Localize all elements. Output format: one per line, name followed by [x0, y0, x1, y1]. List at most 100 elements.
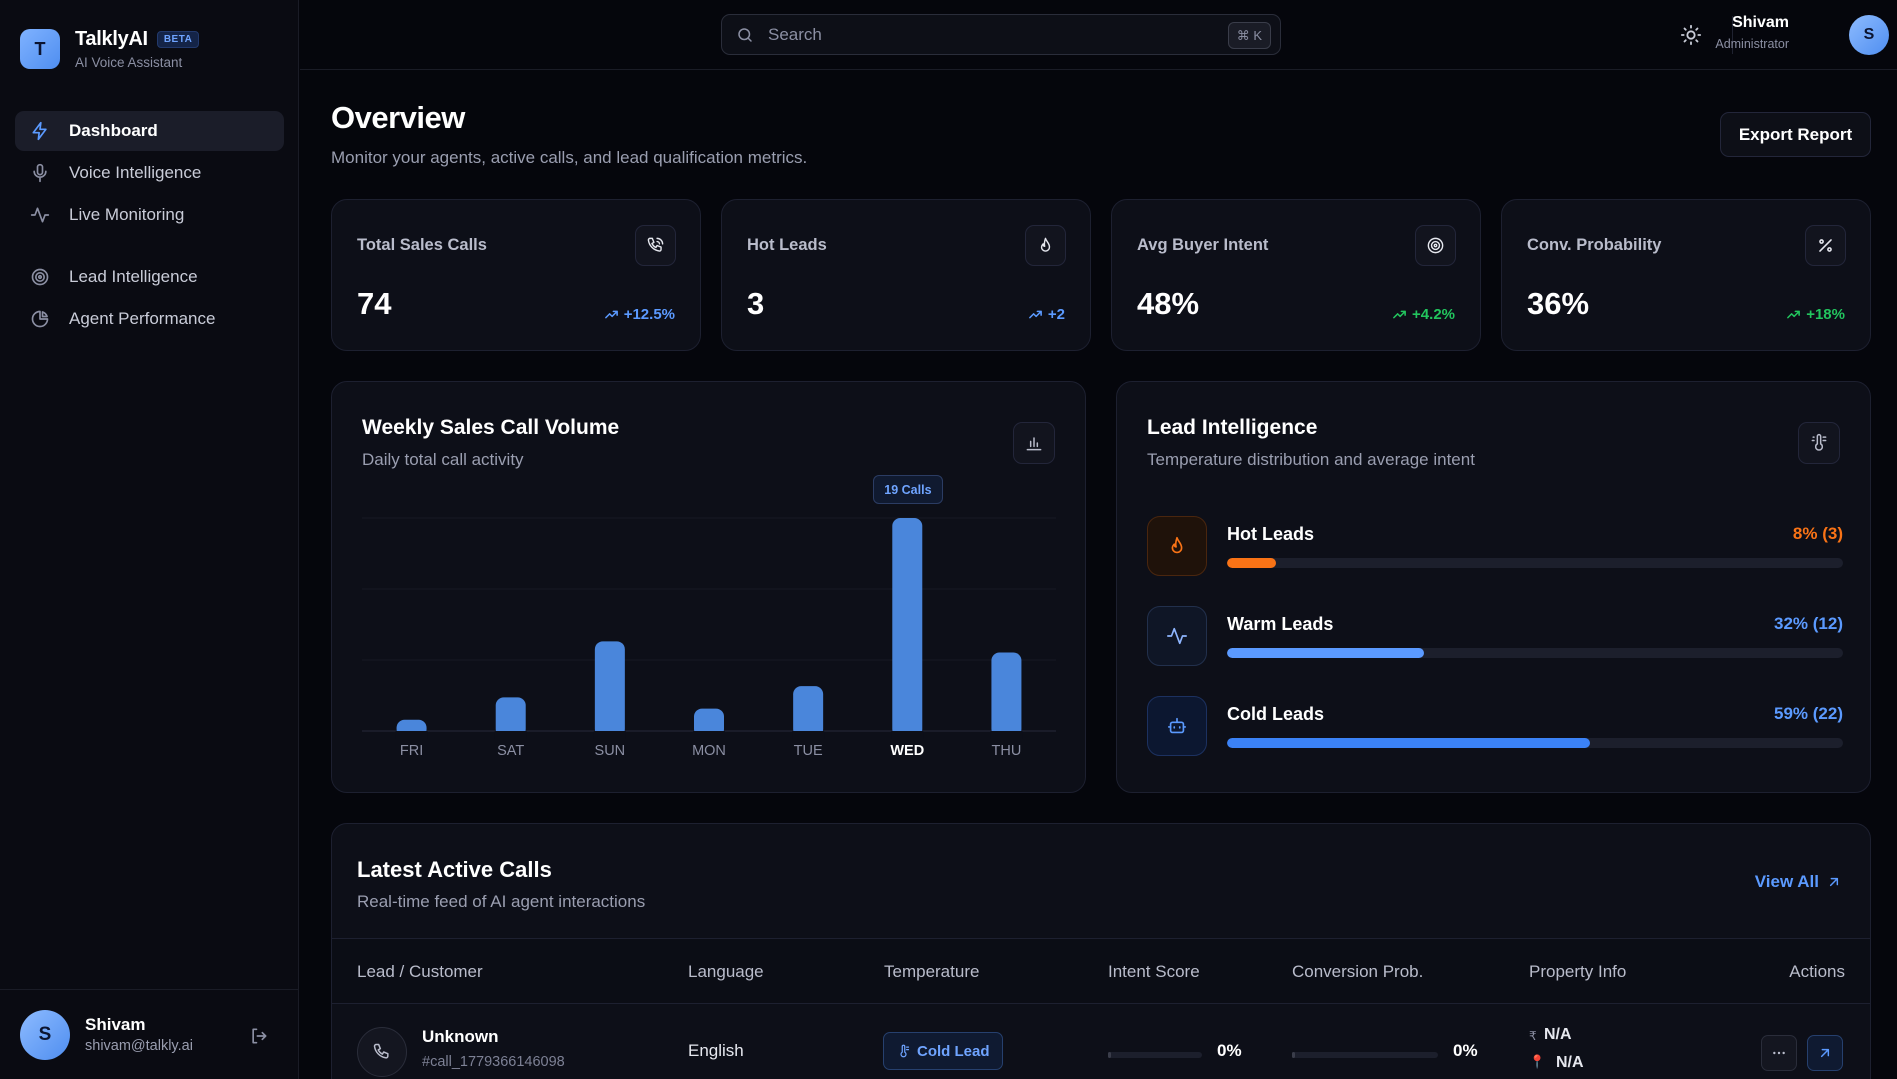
stat-value: 36% — [1527, 286, 1590, 321]
search-bar[interactable]: ⌘ K — [721, 14, 1281, 55]
sidebar-item-dashboard[interactable]: Dashboard — [15, 111, 284, 151]
stat-value: 74 — [357, 286, 392, 321]
sidebar-item-label: Live Monitoring — [69, 205, 185, 224]
bolt-icon — [30, 121, 50, 141]
sidebar-item-label: Voice Intelligence — [69, 163, 202, 182]
lead-intel-subtitle: Temperature distribution and average int… — [1147, 450, 1475, 469]
avatar[interactable]: S — [20, 1009, 70, 1060]
property-price: N/A — [1544, 1026, 1572, 1043]
percent-icon — [1805, 225, 1846, 266]
flame-icon — [1025, 225, 1066, 266]
sidebar-item-agent-performance[interactable]: Agent Performance — [15, 299, 284, 339]
lead-progress-track — [1227, 648, 1843, 658]
header-user-name: Shivam — [1732, 14, 1789, 31]
chart-x-label: MON — [692, 743, 726, 759]
chart-bar-base-mask — [395, 731, 428, 739]
column-header[interactable]: Actions — [1789, 962, 1845, 981]
user-email: shivam@talkly.ai — [85, 1038, 193, 1054]
sidebar-item-live-monitoring[interactable]: Live Monitoring — [15, 195, 284, 235]
language: English — [688, 1041, 744, 1060]
pie-chart-icon — [30, 309, 50, 329]
table-row[interactable]: Unknown #call_1779366146098 English Cold… — [332, 1005, 1870, 1079]
logout-icon[interactable] — [249, 1026, 269, 1046]
user-name: Shivam — [85, 1015, 146, 1034]
search-icon — [736, 26, 754, 44]
chart-bar-sat — [495, 697, 526, 737]
header-user[interactable]: Shivam Administrator — [1715, 14, 1789, 51]
activity-icon — [1147, 606, 1207, 666]
trending-up-icon — [1393, 310, 1406, 319]
chart-bar-base-mask — [494, 731, 527, 739]
more-actions-button[interactable] — [1761, 1035, 1797, 1071]
stat-delta-value: +4.2% — [1412, 306, 1455, 323]
sidebar-user: S Shivam shivam@talkly.ai — [0, 989, 299, 1079]
conversion-prob: 0% — [1453, 1041, 1478, 1060]
open-call-button[interactable] — [1807, 1035, 1843, 1071]
stat-delta: +2 — [1028, 306, 1065, 323]
brand-name: TalklyAI — [75, 28, 148, 50]
target-icon — [1415, 225, 1456, 266]
sun-icon[interactable] — [1680, 24, 1702, 46]
trending-up-icon — [604, 310, 618, 319]
stat-delta-value: +18% — [1806, 306, 1845, 323]
chart-bar-thu — [991, 652, 1022, 737]
lead-name: Cold Leads — [1227, 704, 1325, 724]
column-header[interactable]: Property Info — [1529, 962, 1627, 981]
column-header[interactable]: Temperature — [884, 962, 980, 981]
lead-row-cold: Cold Leads 59% (22) — [1147, 696, 1843, 756]
call-id: #call_1779366146098 — [422, 1054, 565, 1070]
chart-bar-base-mask — [990, 731, 1023, 739]
thermometer-icon[interactable] — [1798, 422, 1840, 464]
stat-delta: +4.2% — [1392, 306, 1455, 323]
sidebar-nav: Dashboard Voice Intelligence Live Monito… — [15, 111, 284, 341]
thermometer-icon — [900, 1044, 910, 1057]
page-title: Overview — [331, 100, 465, 135]
weekly-bar-chart: FRI SAT SUN MON TUE WED THU — [362, 517, 1056, 759]
sidebar-item-voice-intelligence[interactable]: Voice Intelligence — [15, 153, 284, 193]
stat-title: Hot Leads — [747, 236, 827, 254]
lead-progress-fill — [1227, 648, 1425, 658]
chart-bar-sun — [594, 641, 625, 737]
column-header[interactable]: Lead / Customer — [357, 962, 483, 981]
brand[interactable]: T TalklyAI BETA AI Voice Assistant — [20, 28, 200, 70]
sidebar-item-lead-intelligence[interactable]: Lead Intelligence — [15, 257, 284, 297]
column-header[interactable]: Language — [688, 962, 764, 981]
stat-card-avg-buyer-intent: Avg Buyer Intent 48% +4.2% — [1111, 199, 1481, 351]
stat-title: Avg Buyer Intent — [1137, 236, 1269, 254]
stat-title: Conv. Probability — [1527, 236, 1662, 254]
target-icon — [30, 267, 50, 287]
sidebar-item-label: Agent Performance — [69, 309, 216, 328]
column-header[interactable]: Conversion Prob. — [1292, 962, 1424, 981]
chart-bar-base-mask — [593, 731, 626, 739]
stat-delta-value: +12.5% — [623, 306, 675, 323]
bar-chart-icon[interactable] — [1013, 422, 1055, 464]
sidebar-item-label: Lead Intelligence — [69, 267, 198, 286]
lead-intel-title: Lead Intelligence — [1147, 416, 1318, 439]
stat-value: 3 — [747, 286, 765, 321]
lead-progress-fill — [1227, 558, 1277, 568]
table-header: Lead / Customer Language Temperature Int… — [332, 938, 1870, 1004]
lead-intelligence-card: Lead Intelligence Temperature distributi… — [1116, 381, 1871, 793]
property-location: N/A — [1556, 1054, 1584, 1071]
beta-badge: BETA — [156, 31, 200, 48]
view-all-link[interactable]: View All — [1755, 872, 1842, 892]
calls-subtitle: Real-time feed of AI agent interactions — [357, 892, 646, 911]
conversion-bar — [1292, 1052, 1438, 1058]
export-report-button[interactable]: Export Report — [1720, 112, 1871, 157]
calls-title: Latest Active Calls — [357, 857, 552, 882]
avatar[interactable]: S — [1849, 15, 1889, 55]
shortcut-badge: ⌘ K — [1227, 22, 1271, 49]
page-subtitle: Monitor your agents, active calls, and l… — [331, 148, 808, 167]
lead-name: Unknown — [422, 1027, 499, 1046]
chart-x-label: WED — [890, 743, 924, 759]
chart-x-label: THU — [992, 743, 1022, 759]
column-header[interactable]: Intent Score — [1108, 962, 1200, 981]
trending-up-icon — [1028, 310, 1042, 319]
lead-value: 32% (12) — [1774, 614, 1843, 633]
lead-name: Hot Leads — [1227, 524, 1315, 544]
search-input[interactable] — [768, 24, 1208, 45]
latest-calls-card: Latest Active Calls Real-time feed of AI… — [331, 823, 1871, 1079]
stat-delta: +18% — [1786, 306, 1845, 323]
stat-delta: +12.5% — [604, 306, 675, 323]
map-pin-icon: 📍 — [1529, 1054, 1546, 1069]
